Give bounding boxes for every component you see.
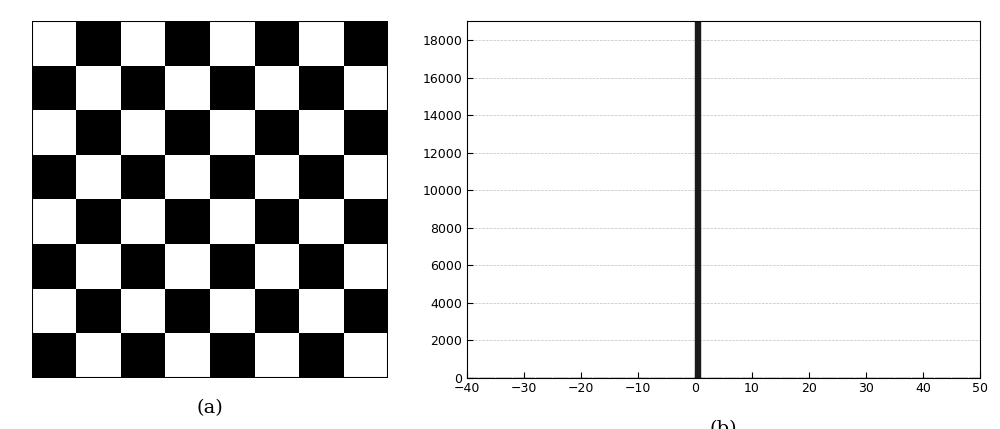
Text: (b): (b): [710, 420, 737, 429]
Bar: [255, 333, 299, 378]
Bar: [165, 155, 210, 199]
Bar: [255, 155, 299, 199]
Bar: [255, 111, 299, 155]
Bar: [165, 21, 210, 66]
Bar: [299, 66, 344, 111]
Bar: [210, 289, 255, 333]
Bar: [210, 244, 255, 289]
Bar: [299, 155, 344, 199]
Bar: [76, 289, 121, 333]
Bar: [255, 21, 299, 66]
Bar: [76, 199, 121, 244]
Bar: [165, 199, 210, 244]
Bar: [165, 244, 210, 289]
Bar: [165, 289, 210, 333]
Bar: [210, 199, 255, 244]
Bar: [32, 199, 76, 244]
Bar: [121, 111, 165, 155]
Bar: [76, 244, 121, 289]
Bar: [32, 66, 76, 111]
Bar: [255, 66, 299, 111]
Bar: [255, 289, 299, 333]
Bar: [344, 111, 388, 155]
Bar: [121, 199, 165, 244]
Bar: [121, 333, 165, 378]
Bar: [344, 155, 388, 199]
Bar: [344, 289, 388, 333]
Bar: [76, 21, 121, 66]
Bar: [344, 66, 388, 111]
Bar: [344, 21, 388, 66]
Bar: [344, 244, 388, 289]
Bar: [76, 155, 121, 199]
Bar: [121, 66, 165, 111]
Bar: [344, 333, 388, 378]
Bar: [32, 289, 76, 333]
Bar: [165, 66, 210, 111]
Bar: [32, 155, 76, 199]
Bar: [32, 111, 76, 155]
Bar: [76, 66, 121, 111]
Bar: [210, 111, 255, 155]
Bar: [76, 111, 121, 155]
Bar: [121, 244, 165, 289]
Bar: [299, 333, 344, 378]
Bar: [76, 333, 121, 378]
Bar: [165, 111, 210, 155]
Bar: [299, 199, 344, 244]
Bar: [32, 333, 76, 378]
Bar: [210, 333, 255, 378]
Bar: [165, 333, 210, 378]
Bar: [255, 199, 299, 244]
Bar: [32, 21, 76, 66]
Bar: [299, 21, 344, 66]
Text: (a): (a): [197, 399, 223, 417]
Bar: [121, 289, 165, 333]
Bar: [695, 0, 701, 378]
Bar: [299, 111, 344, 155]
Bar: [121, 155, 165, 199]
Bar: [210, 155, 255, 199]
Bar: [255, 244, 299, 289]
Bar: [32, 244, 76, 289]
Bar: [121, 21, 165, 66]
Bar: [210, 66, 255, 111]
Bar: [299, 289, 344, 333]
Bar: [299, 244, 344, 289]
Bar: [210, 21, 255, 66]
Bar: [344, 199, 388, 244]
